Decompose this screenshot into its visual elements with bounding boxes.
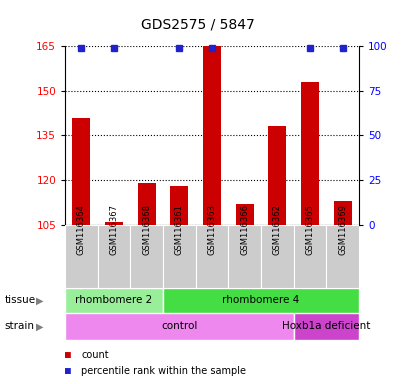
Text: ▶: ▶ <box>36 321 43 331</box>
Text: rhombomere 4: rhombomere 4 <box>223 295 300 306</box>
Text: GSM116363: GSM116363 <box>207 204 217 255</box>
Text: ■: ■ <box>65 366 71 376</box>
Text: GSM116364: GSM116364 <box>77 204 86 255</box>
Text: GSM116361: GSM116361 <box>175 204 184 255</box>
Text: rhombomere 2: rhombomere 2 <box>76 295 153 306</box>
Bar <box>294 225 326 288</box>
Bar <box>163 225 196 288</box>
Text: count: count <box>81 350 109 360</box>
Bar <box>65 288 163 313</box>
Text: percentile rank within the sample: percentile rank within the sample <box>81 366 246 376</box>
Bar <box>98 225 131 288</box>
Bar <box>65 313 294 340</box>
Bar <box>65 225 98 288</box>
Bar <box>294 313 359 340</box>
Text: GSM116369: GSM116369 <box>338 204 347 255</box>
Bar <box>326 225 359 288</box>
Bar <box>228 225 261 288</box>
Bar <box>72 118 90 225</box>
Text: tissue: tissue <box>4 295 35 306</box>
Text: GSM116365: GSM116365 <box>306 204 315 255</box>
Bar <box>138 183 156 225</box>
Bar <box>203 46 221 225</box>
Text: ■: ■ <box>65 350 71 360</box>
Bar <box>261 225 294 288</box>
Bar <box>196 225 228 288</box>
Text: control: control <box>161 321 198 331</box>
Bar <box>163 288 359 313</box>
Text: ▶: ▶ <box>36 295 43 306</box>
Text: GSM116366: GSM116366 <box>240 204 249 255</box>
Text: strain: strain <box>4 321 34 331</box>
Text: GSM116368: GSM116368 <box>142 204 151 255</box>
Text: Hoxb1a deficient: Hoxb1a deficient <box>282 321 370 331</box>
Bar <box>131 225 163 288</box>
Bar <box>268 126 286 225</box>
Text: GSM116367: GSM116367 <box>110 204 118 255</box>
Bar <box>105 222 123 225</box>
Text: GSM116362: GSM116362 <box>273 204 282 255</box>
Bar <box>334 201 352 225</box>
Text: GDS2575 / 5847: GDS2575 / 5847 <box>141 18 254 32</box>
Bar <box>236 204 254 225</box>
Bar <box>301 82 319 225</box>
Bar <box>171 186 189 225</box>
